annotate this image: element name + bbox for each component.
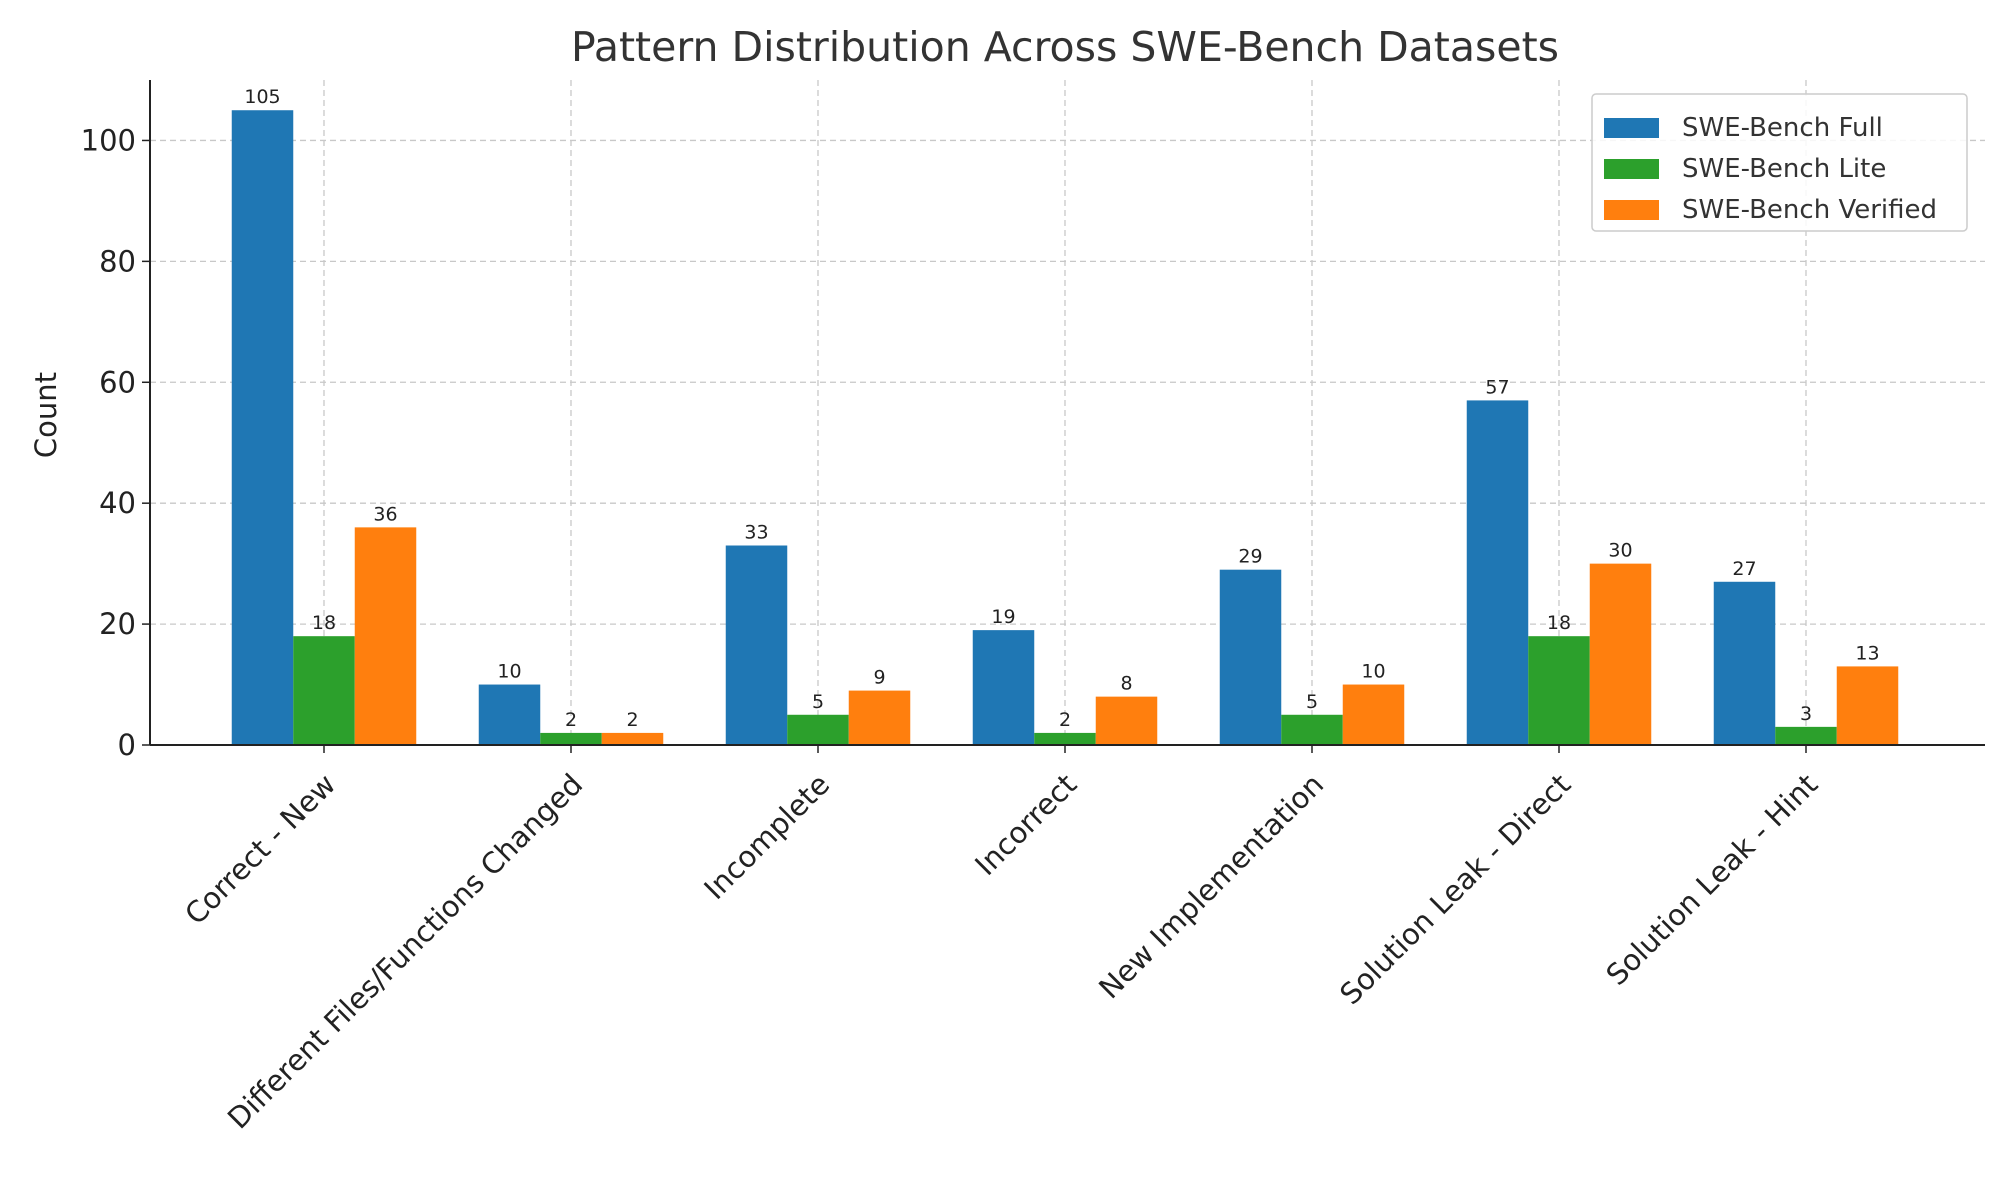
x-tick-label: Solution Leak - Hint [1599,767,1824,992]
data-label: 18 [312,612,336,634]
bar [293,636,355,745]
data-label: 30 [1608,540,1632,562]
chart-title: Pattern Distribution Across SWE-Bench Da… [571,23,1559,71]
bar [1528,636,1590,745]
data-label: 5 [812,691,824,713]
data-label: 18 [1547,612,1571,634]
bar [848,690,911,745]
legend-swatch [1604,200,1659,220]
legend-label: SWE-Bench Verified [1682,195,1937,225]
data-label: 9 [873,667,885,689]
data-label: 2 [1059,709,1071,731]
bar [354,527,417,745]
bar [540,732,602,745]
y-tick-label: 0 [118,728,136,762]
y-tick-labels: 0 20 40 60 80 100 [81,123,136,762]
data-label: 2 [565,709,577,731]
data-label: 29 [1238,546,1262,568]
bars [231,110,1899,745]
data-label: 5 [1306,691,1318,713]
bar [1281,714,1343,745]
bar [1219,569,1282,745]
bar [1034,732,1096,745]
bar [1713,581,1776,745]
data-label: 57 [1485,376,1509,398]
y-tick-label: 60 [99,365,136,399]
data-label: 2 [626,709,638,731]
x-tick-label: Solution Leak - Direct [1333,767,1577,1011]
data-label: 33 [744,522,768,544]
bar [1836,666,1899,745]
y-tick-label: 100 [81,123,136,157]
data-label: 105 [244,86,280,108]
legend-swatch [1604,159,1659,179]
grid-lines [150,80,1985,745]
y-tick-label: 20 [99,607,136,641]
bar [478,684,541,745]
y-tick-label: 80 [99,244,136,278]
bar [725,545,788,745]
axes [142,80,1985,753]
data-label: 13 [1855,642,1879,664]
bar [1342,684,1405,745]
legend: SWE-Bench Full SWE-Bench Lite SWE-Bench Ve… [1591,93,1968,232]
bar [1466,400,1529,745]
bar [231,110,294,745]
data-label: 36 [373,503,397,525]
data-label: 27 [1732,558,1756,580]
data-label: 8 [1120,673,1132,695]
data-label: 19 [991,606,1015,628]
x-tick-label: New Implementation [1092,767,1330,1005]
legend-label: SWE-Bench Full [1682,113,1883,143]
bar [1775,726,1837,745]
legend-swatch [1604,118,1659,138]
x-tick-label: Correct - New [178,767,342,931]
bar [601,732,664,745]
x-tick-label: Incomplete [697,767,836,906]
y-axis-label: Count [29,372,63,458]
data-label: 10 [1361,661,1385,683]
bar [1589,563,1652,745]
bar [1095,696,1158,745]
bar [787,714,849,745]
data-label: 10 [497,661,521,683]
y-tick-label: 40 [99,486,136,520]
legend-label: SWE-Bench Lite [1682,154,1886,184]
x-tick-label: Incorrect [968,767,1083,882]
legend-box [1591,93,1968,232]
bar [972,630,1035,745]
data-label: 3 [1800,703,1812,725]
